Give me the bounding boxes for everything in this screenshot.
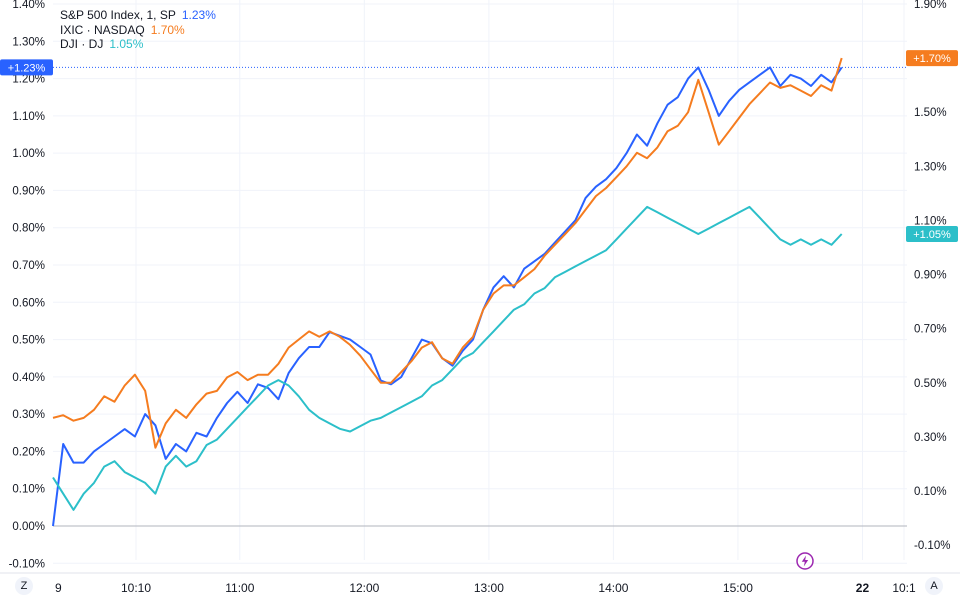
left-tick-label: 0.90% <box>12 185 45 197</box>
badge-sp500: +1.23% <box>8 62 46 74</box>
chart-axes: -0.10% 0.00% 0.10% 0.20% 0.30% 0.40% 0.50% 0.60… <box>9 0 951 595</box>
left-tick-label: 1.20% <box>12 74 45 86</box>
badge-dji: +1.05% <box>913 229 951 241</box>
left-tick-label: 0.40% <box>12 372 45 384</box>
right-tick-label: 0.10% <box>914 486 947 498</box>
right-tick-label: 0.30% <box>914 432 947 444</box>
x-tick-label: 22 <box>856 581 870 595</box>
left-tick-label: 0.70% <box>12 260 45 272</box>
chart-grid <box>0 0 960 574</box>
chart-series <box>52 57 907 527</box>
right-tick-label: 1.30% <box>914 161 947 173</box>
left-tick-label: 0.10% <box>12 484 45 496</box>
left-tick-label: 1.00% <box>12 148 45 160</box>
left-tick-label: 1.10% <box>12 111 45 123</box>
right-scale-button[interactable]: A <box>925 577 943 595</box>
x-tick-label: 9 <box>55 581 62 595</box>
left-tick-label: 1.40% <box>12 0 45 11</box>
lightning-icon[interactable] <box>796 552 814 570</box>
series-line-sp500 <box>52 66 843 527</box>
badge-sp500-bg <box>0 59 53 76</box>
x-tick-label: 15:00 <box>723 581 753 595</box>
x-tick-label: 12:00 <box>349 581 379 595</box>
legend-row-sp500[interactable]: S&P 500 Index, 1, SP 1.23% <box>60 8 216 23</box>
legend-row-ixic[interactable]: IXIC · NASDAQ 1.70% <box>60 23 216 38</box>
legend-label-ixic: IXIC · NASDAQ <box>60 22 145 37</box>
right-tick-label: 0.90% <box>914 270 947 282</box>
legend-label-sp500: S&P 500 Index, 1, SP <box>60 8 176 22</box>
left-tick-label: 0.80% <box>12 223 45 235</box>
chart-badges: +1.23% +1.70% +1.05% <box>0 50 958 242</box>
left-tick-label: 1.30% <box>12 36 45 48</box>
x-tick-label: 14:00 <box>598 581 628 595</box>
legend-value-dji: 1.05% <box>109 37 144 51</box>
badge-ixic: +1.70% <box>913 53 951 65</box>
x-tick-label: 10:1 <box>892 581 916 595</box>
legend-value-sp500: 1.23% <box>181 8 216 22</box>
left-tick-label: -0.10% <box>9 558 45 570</box>
right-tick-label: 1.50% <box>914 107 947 119</box>
legend: S&P 500 Index, 1, SP 1.23% IXIC · NASDAQ 1… <box>60 8 216 52</box>
badge-dji-bg <box>906 225 958 242</box>
series-line-ixic <box>52 57 843 449</box>
badge-ixic-bg <box>906 50 958 67</box>
x-tick-label: 11:00 <box>225 581 254 595</box>
series-line-dji <box>52 205 843 511</box>
right-tick-label: 1.90% <box>914 0 947 11</box>
right-tick-label: 1.10% <box>914 215 947 227</box>
left-scale-button[interactable]: Z <box>15 577 33 595</box>
right-tick-label: 0.70% <box>914 324 947 336</box>
legend-label-dji: DJI · DJ <box>60 37 104 51</box>
left-tick-label: 0.50% <box>12 335 45 347</box>
left-tick-label: 0.00% <box>12 521 45 533</box>
x-tick-label: 13:00 <box>474 581 504 595</box>
left-tick-label: 0.60% <box>12 297 45 309</box>
right-tick-label: 0.50% <box>914 378 947 390</box>
legend-value-ixic: 1.70% <box>150 22 185 37</box>
right-tick-label: -0.10% <box>914 540 950 552</box>
legend-row-dji[interactable]: DJI · DJ 1.05% <box>60 37 216 52</box>
left-tick-label: 0.20% <box>12 446 45 458</box>
x-tick-label: 10:10 <box>121 581 151 595</box>
left-tick-label: 0.30% <box>12 409 45 421</box>
